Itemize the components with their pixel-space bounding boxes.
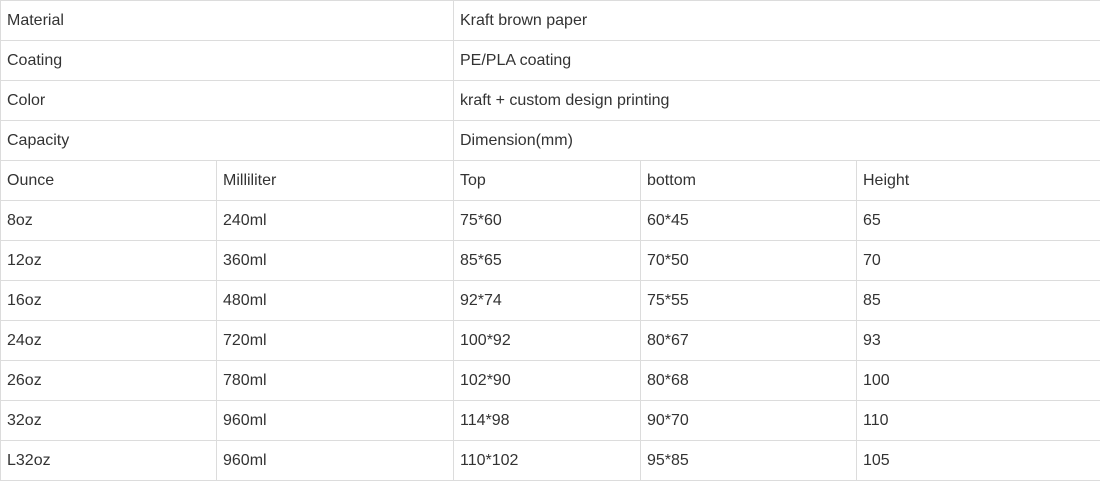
table-cell: 24oz xyxy=(0,320,217,361)
table-cell: 32oz xyxy=(0,400,217,441)
spec-row: Color kraft + custom design printing xyxy=(0,80,1100,121)
column-header: Ounce xyxy=(0,160,217,201)
table-cell: 110 xyxy=(855,400,1100,441)
table-row: 26oz 780ml 102*90 80*68 100 xyxy=(0,360,1100,401)
spec-row: Coating PE/PLA coating xyxy=(0,40,1100,81)
table-cell: 960ml xyxy=(216,400,454,441)
column-header: Top xyxy=(453,160,641,201)
table-cell: 110*102 xyxy=(453,440,641,481)
table-cell: 80*68 xyxy=(640,360,857,401)
table-cell: 95*85 xyxy=(640,440,857,481)
table-cell: 92*74 xyxy=(453,280,641,321)
capacity-label: Capacity xyxy=(0,120,454,161)
table-cell: 16oz xyxy=(0,280,217,321)
table-cell: 26oz xyxy=(0,360,217,401)
spec-label: Color xyxy=(0,80,454,121)
table-cell: 100 xyxy=(855,360,1100,401)
table-cell: 360ml xyxy=(216,240,454,281)
table-row: L32oz 960ml 110*102 95*85 105 xyxy=(0,440,1100,481)
column-header: Milliliter xyxy=(216,160,454,201)
table-cell: 70 xyxy=(855,240,1100,281)
table-cell: 75*55 xyxy=(640,280,857,321)
spec-row: Material Kraft brown paper xyxy=(0,0,1100,41)
table-row: 32oz 960ml 114*98 90*70 110 xyxy=(0,400,1100,441)
table-cell: 240ml xyxy=(216,200,454,241)
table-cell: 780ml xyxy=(216,360,454,401)
table-cell: 960ml xyxy=(216,440,454,481)
spec-label: Material xyxy=(0,0,454,41)
table-row: 8oz 240ml 75*60 60*45 65 xyxy=(0,200,1100,241)
spec-label: Coating xyxy=(0,40,454,81)
column-header: bottom xyxy=(640,160,857,201)
spec-value: kraft + custom design printing xyxy=(452,80,1100,121)
table-cell: L32oz xyxy=(0,440,217,481)
dimension-label: Dimension(mm) xyxy=(452,120,1100,161)
table-cell: 85*65 xyxy=(453,240,641,281)
table-cell: 93 xyxy=(855,320,1100,361)
table-cell: 65 xyxy=(855,200,1100,241)
table-cell: 85 xyxy=(855,280,1100,321)
table-cell: 60*45 xyxy=(640,200,857,241)
header-row: Ounce Milliliter Top bottom Height xyxy=(0,160,1100,201)
table-row: 12oz 360ml 85*65 70*50 70 xyxy=(0,240,1100,281)
column-header: Height xyxy=(855,160,1100,201)
spec-value: Kraft brown paper xyxy=(452,0,1100,41)
table-cell: 75*60 xyxy=(453,200,641,241)
table-row: 24oz 720ml 100*92 80*67 93 xyxy=(0,320,1100,361)
table-cell: 480ml xyxy=(216,280,454,321)
table-cell: 80*67 xyxy=(640,320,857,361)
table-cell: 70*50 xyxy=(640,240,857,281)
capacity-dimension-row: Capacity Dimension(mm) xyxy=(0,120,1100,161)
table-cell: 102*90 xyxy=(453,360,641,401)
table-cell: 8oz xyxy=(0,200,217,241)
table-cell: 12oz xyxy=(0,240,217,281)
table-row: 16oz 480ml 92*74 75*55 85 xyxy=(0,280,1100,321)
spec-value: PE/PLA coating xyxy=(452,40,1100,81)
table-cell: 114*98 xyxy=(453,400,641,441)
table-cell: 720ml xyxy=(216,320,454,361)
table-cell: 90*70 xyxy=(640,400,857,441)
table-cell: 105 xyxy=(855,440,1100,481)
table-cell: 100*92 xyxy=(453,320,641,361)
